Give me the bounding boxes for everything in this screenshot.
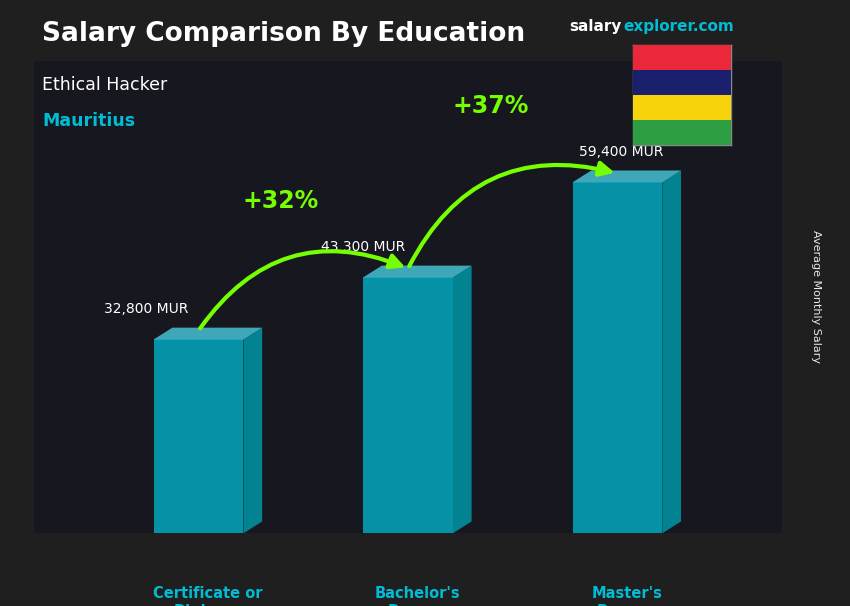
Text: 32,800 MUR: 32,800 MUR [104,302,189,316]
Polygon shape [453,265,472,533]
Text: +37%: +37% [452,93,529,118]
Bar [633,95,731,121]
Text: Mauritius: Mauritius [42,112,136,130]
Text: Average Monthly Salary: Average Monthly Salary [811,230,820,364]
Bar [633,45,731,70]
Polygon shape [154,328,262,339]
Bar [633,121,731,145]
Bar [154,339,243,533]
Polygon shape [573,170,681,182]
Text: 43,300 MUR: 43,300 MUR [321,240,405,254]
Bar [633,70,731,95]
Text: +32%: +32% [243,188,319,213]
Text: explorer.com: explorer.com [623,19,734,35]
Text: Salary Comparison By Education: Salary Comparison By Education [42,21,525,47]
Text: 59,400 MUR: 59,400 MUR [579,145,663,159]
Polygon shape [363,265,472,278]
Text: Ethical Hacker: Ethical Hacker [42,76,167,94]
Text: Certificate or
Diploma: Certificate or Diploma [153,587,263,606]
Text: Master's
Degree: Master's Degree [592,587,662,606]
Bar [34,61,782,533]
Text: Bachelor's
Degree: Bachelor's Degree [375,587,460,606]
Text: salary: salary [570,19,622,35]
Bar [573,182,662,533]
Polygon shape [243,328,262,533]
Bar [363,278,453,533]
Polygon shape [662,170,681,533]
